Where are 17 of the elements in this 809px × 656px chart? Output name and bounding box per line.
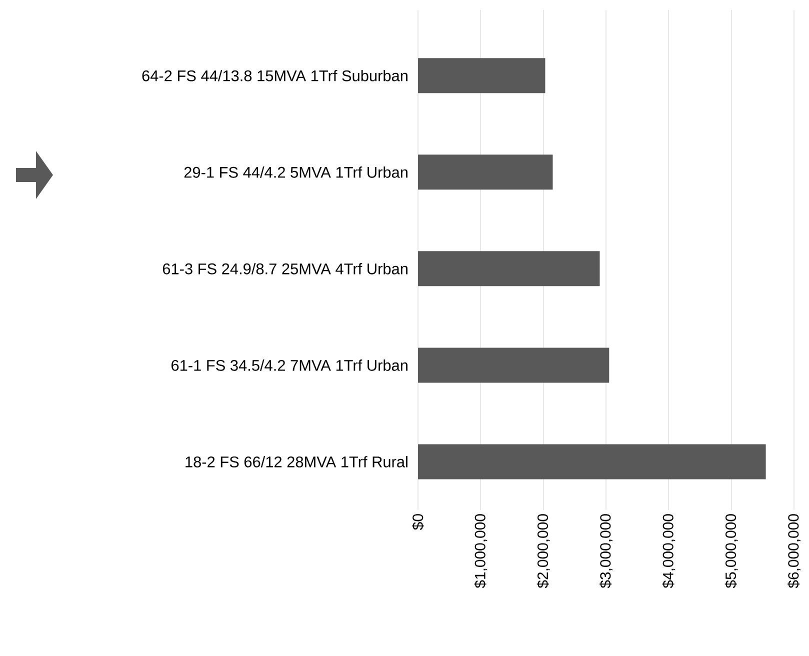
y-tick-label: 18-2 FS 66/12 28MVA 1Trf Rural: [186, 456, 408, 468]
x-tick-label: $0: [412, 514, 424, 530]
y-tick-label: 64-2 FS 44/13.8 15MVA 1Trf Suburban: [142, 70, 408, 82]
x-tick-label: $1,000,000: [474, 514, 488, 588]
bar: [418, 251, 600, 286]
y-tick-label: 61-3 FS 24.9/8.7 25MVA 4Trf Urban: [162, 263, 408, 274]
x-tick-label: $3,000,000: [600, 514, 612, 588]
bar: [418, 58, 546, 94]
bar: [418, 154, 553, 190]
y-tick-label: 61-1 FS 34.5/4.2 7MVA 1Trf Urban: [172, 360, 408, 371]
x-tick-label: $5,000,000: [724, 514, 738, 588]
x-tick-label: $6,000,000: [788, 514, 800, 588]
bar: [418, 348, 610, 383]
x-tick-label: $2,000,000: [536, 514, 550, 588]
x-tick-label: $4,000,000: [662, 514, 676, 588]
y-tick-label: 29-1 FS 44/4.2 5MVA 1Trf Urban: [184, 166, 408, 178]
bar: [418, 444, 766, 480]
